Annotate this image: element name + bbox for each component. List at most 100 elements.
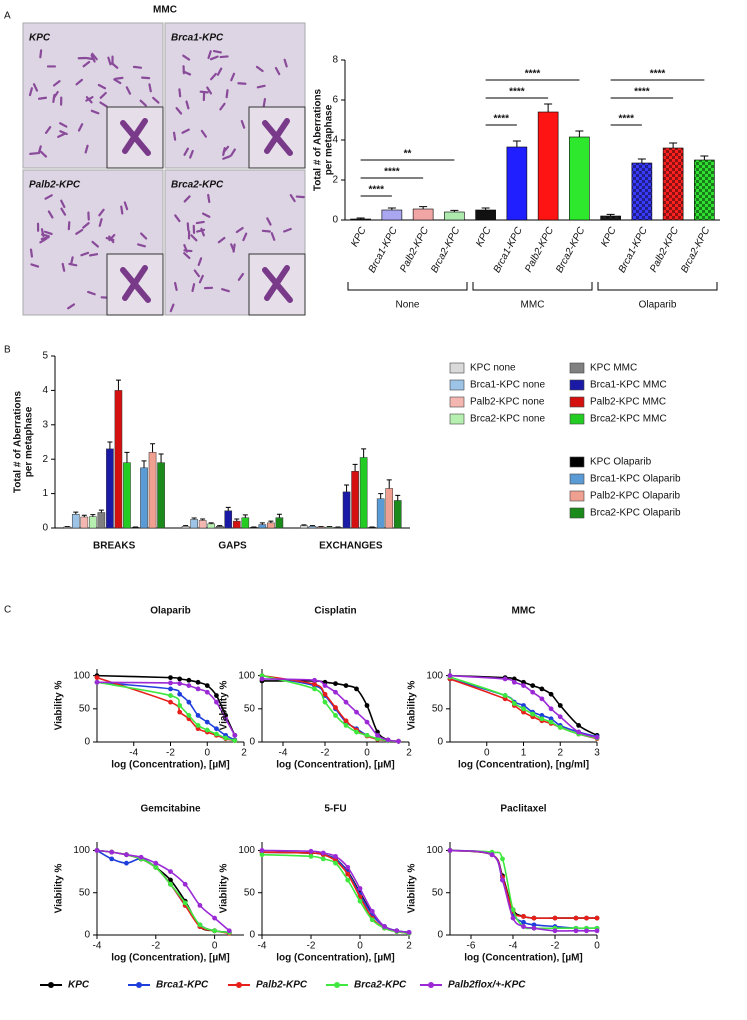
data-point xyxy=(333,860,338,866)
bar xyxy=(662,147,684,221)
legend-marker xyxy=(428,982,434,988)
y-tick-label: 50 xyxy=(432,703,444,714)
bar xyxy=(190,519,198,529)
panel-label: C xyxy=(4,605,11,616)
legend-swatch xyxy=(569,379,585,391)
inset-chromosome xyxy=(262,265,293,303)
chromosome xyxy=(30,263,40,268)
chromosome xyxy=(60,207,67,216)
legend-label: Palb2-KPC Olaparib xyxy=(590,491,680,502)
data-point xyxy=(364,732,370,738)
data-point xyxy=(259,848,265,853)
legend-marker xyxy=(48,982,54,988)
chromosome xyxy=(262,97,267,108)
x-tick-label: Brca2-KPC xyxy=(554,225,588,275)
data-point xyxy=(312,681,317,687)
bar xyxy=(267,522,275,529)
bar xyxy=(385,488,394,529)
data-point xyxy=(576,729,582,735)
y-tick-label: 50 xyxy=(79,703,91,714)
significance-label: **** xyxy=(509,87,525,98)
bar xyxy=(631,162,653,221)
error-bar xyxy=(512,140,521,147)
error-bar xyxy=(124,451,130,463)
chromosome xyxy=(99,91,107,99)
data-point xyxy=(195,726,201,732)
data-point xyxy=(539,716,545,722)
y-axis-label: Total # of Aberrations xyxy=(313,88,324,191)
legend-marker xyxy=(236,982,242,988)
y-tick-label: 50 xyxy=(432,887,444,898)
chromosome xyxy=(174,214,181,223)
bar xyxy=(123,462,131,529)
chromosome xyxy=(59,122,68,128)
y-tick-label: 2 xyxy=(332,175,338,186)
micrograph-title: MMC xyxy=(153,5,177,16)
y-tick-label: 0 xyxy=(437,737,443,748)
chromosome xyxy=(235,226,244,234)
bar xyxy=(198,520,207,529)
chromosome xyxy=(28,87,33,97)
data-point xyxy=(195,723,201,728)
chart-title: MMC xyxy=(512,606,536,617)
bar xyxy=(600,215,621,221)
data-point xyxy=(345,871,351,877)
chromosome xyxy=(219,102,226,111)
legend-label: Palb2flox/+-KPC xyxy=(448,980,526,991)
y-axis-label: Viability % xyxy=(54,863,65,913)
data-point xyxy=(195,679,201,685)
x-tick-label: -4 xyxy=(258,941,267,952)
data-point xyxy=(214,731,219,737)
data-point xyxy=(204,719,210,725)
error-bar xyxy=(386,479,392,489)
chromosome xyxy=(190,234,198,242)
bar xyxy=(376,498,385,529)
error-bar xyxy=(544,103,553,112)
data-point xyxy=(576,723,582,728)
x-tick-label: 0 xyxy=(204,748,210,759)
bar xyxy=(114,390,123,529)
y-tick-label: 0 xyxy=(42,523,48,534)
data-point xyxy=(502,693,508,698)
data-point xyxy=(168,686,173,692)
bar xyxy=(89,516,97,529)
x-tick-label: 0 xyxy=(212,941,218,952)
data-point xyxy=(573,915,579,921)
chromosome xyxy=(77,123,84,132)
significance-label: **** xyxy=(634,87,650,98)
data-point xyxy=(226,928,232,934)
data-point xyxy=(333,705,338,710)
chromosome xyxy=(137,243,146,248)
data-point xyxy=(369,908,375,914)
significance-label: **** xyxy=(493,114,509,125)
data-point xyxy=(521,683,526,688)
significance-label: **** xyxy=(384,167,400,178)
data-point xyxy=(364,719,370,725)
data-point xyxy=(502,696,508,702)
data-point xyxy=(594,734,600,740)
x-axis-label: log (Concentration), [µM] xyxy=(276,953,395,964)
data-point xyxy=(197,903,203,908)
y-tick-label: 4 xyxy=(42,385,48,396)
legend-swatch xyxy=(449,362,465,374)
error-bar xyxy=(669,142,678,148)
legend-swatch xyxy=(449,396,465,408)
chromosome xyxy=(29,152,39,155)
chromosome xyxy=(108,233,116,242)
y-tick-label: 100 xyxy=(238,845,255,856)
bar xyxy=(475,209,496,221)
data-point xyxy=(396,738,401,744)
legend-swatch xyxy=(569,362,585,374)
data-point xyxy=(594,928,600,934)
bar xyxy=(140,467,148,529)
chromosome xyxy=(230,243,235,252)
y-tick-label: 4 xyxy=(332,135,338,146)
data-point xyxy=(552,915,558,921)
x-tick-label: Palb2-KPC xyxy=(398,225,431,275)
x-tick-label: -2 xyxy=(166,748,175,759)
legend-label: Brca1-KPC xyxy=(156,980,209,991)
data-point xyxy=(177,681,183,686)
chromosome xyxy=(169,303,175,313)
x-axis-label: log (Concentration), [µM] xyxy=(111,760,230,771)
chromosome xyxy=(43,230,53,236)
